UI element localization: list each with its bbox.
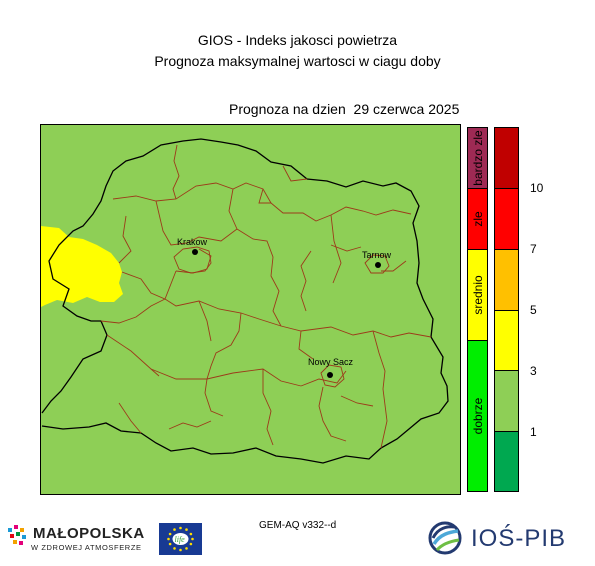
hotspot-area: [41, 226, 123, 307]
city-label-krakow: Krakow: [177, 237, 208, 247]
voivodeship-border: [41, 138, 449, 464]
colorbar-band-above-10: [495, 128, 518, 189]
colorbar-tick-7: 7: [530, 242, 537, 256]
life-text: life: [175, 535, 186, 544]
eu-stars-icon: life: [167, 526, 194, 552]
ios-pib-text: IOŚ-PIB: [471, 525, 567, 552]
malopolska-name: MAŁOPOLSKA: [33, 525, 145, 542]
region-fill: [41, 125, 460, 494]
colorbar-band-below-1: [495, 432, 518, 491]
colorbar-band-5-7: [495, 250, 518, 311]
legend-segment-srednio: srednio: [468, 250, 487, 341]
colorbar-band-7-10: [495, 189, 518, 250]
colorbar-tick-10: 10: [530, 181, 544, 195]
colorbar-tick-3: 3: [530, 364, 537, 378]
district-borders: [100, 144, 432, 449]
nowy-sacz-marker: [327, 372, 333, 378]
malopolska-tagline: W ZDROWEJ ATMOSFERZE: [31, 543, 142, 552]
tarnow-boundary: [364, 254, 390, 274]
ios-pib-logo: IOŚ-PIB: [425, 519, 575, 557]
eu-life-logo: life: [159, 523, 202, 555]
legend-label-zle: zle: [470, 211, 485, 227]
colorbar-band-3-5: [495, 311, 518, 371]
malopolska-emblem-icon: [8, 525, 26, 545]
krakow-marker: [192, 249, 198, 255]
city-label-tarnow: Tarnow: [362, 250, 392, 260]
legend-label-srednio: srednio: [470, 275, 485, 315]
city-label-nowy-sacz: Nowy Sacz: [308, 357, 354, 367]
legend-label-dobrze: dobrze: [470, 397, 485, 435]
map-canvas: Krakow Tarnow Nowy Sacz: [41, 125, 460, 494]
malopolska-logo: MAŁOPOLSKA W ZDROWEJ ATMOSFERZE: [6, 521, 156, 559]
forecast-map[interactable]: Krakow Tarnow Nowy Sacz: [40, 124, 461, 495]
colorbar-band-1-3: [495, 371, 518, 432]
nowy-sacz-boundary: [320, 364, 345, 388]
tarnow-marker: [375, 262, 381, 268]
krakow-boundary: [173, 246, 212, 274]
ios-globe-icon: [428, 521, 462, 555]
legend-segment-bardzo-zle: bardzo zle: [468, 128, 487, 189]
legend-label-bardzo-zle: bardzo zle: [470, 130, 485, 186]
colorbar-tick-5: 5: [530, 303, 537, 317]
forecast-date: Prognoza na dzien 29 czerwca 2025: [229, 101, 460, 117]
model-version: GEM-AQ v332--d: [259, 520, 337, 531]
map-subtitle: Prognoza maksymalnej wartosci w ciagu do…: [154, 53, 441, 69]
legend-segment-zle: zle: [468, 189, 487, 250]
index-value-colorbar: [494, 127, 519, 492]
index-category-legend: bardzo zle zle srednio dobrze: [467, 127, 488, 492]
map-title: GIOS - Indeks jakosci powietrza: [197, 32, 398, 48]
legend-segment-dobrze: dobrze: [468, 341, 487, 491]
colorbar-tick-1: 1: [530, 425, 537, 439]
